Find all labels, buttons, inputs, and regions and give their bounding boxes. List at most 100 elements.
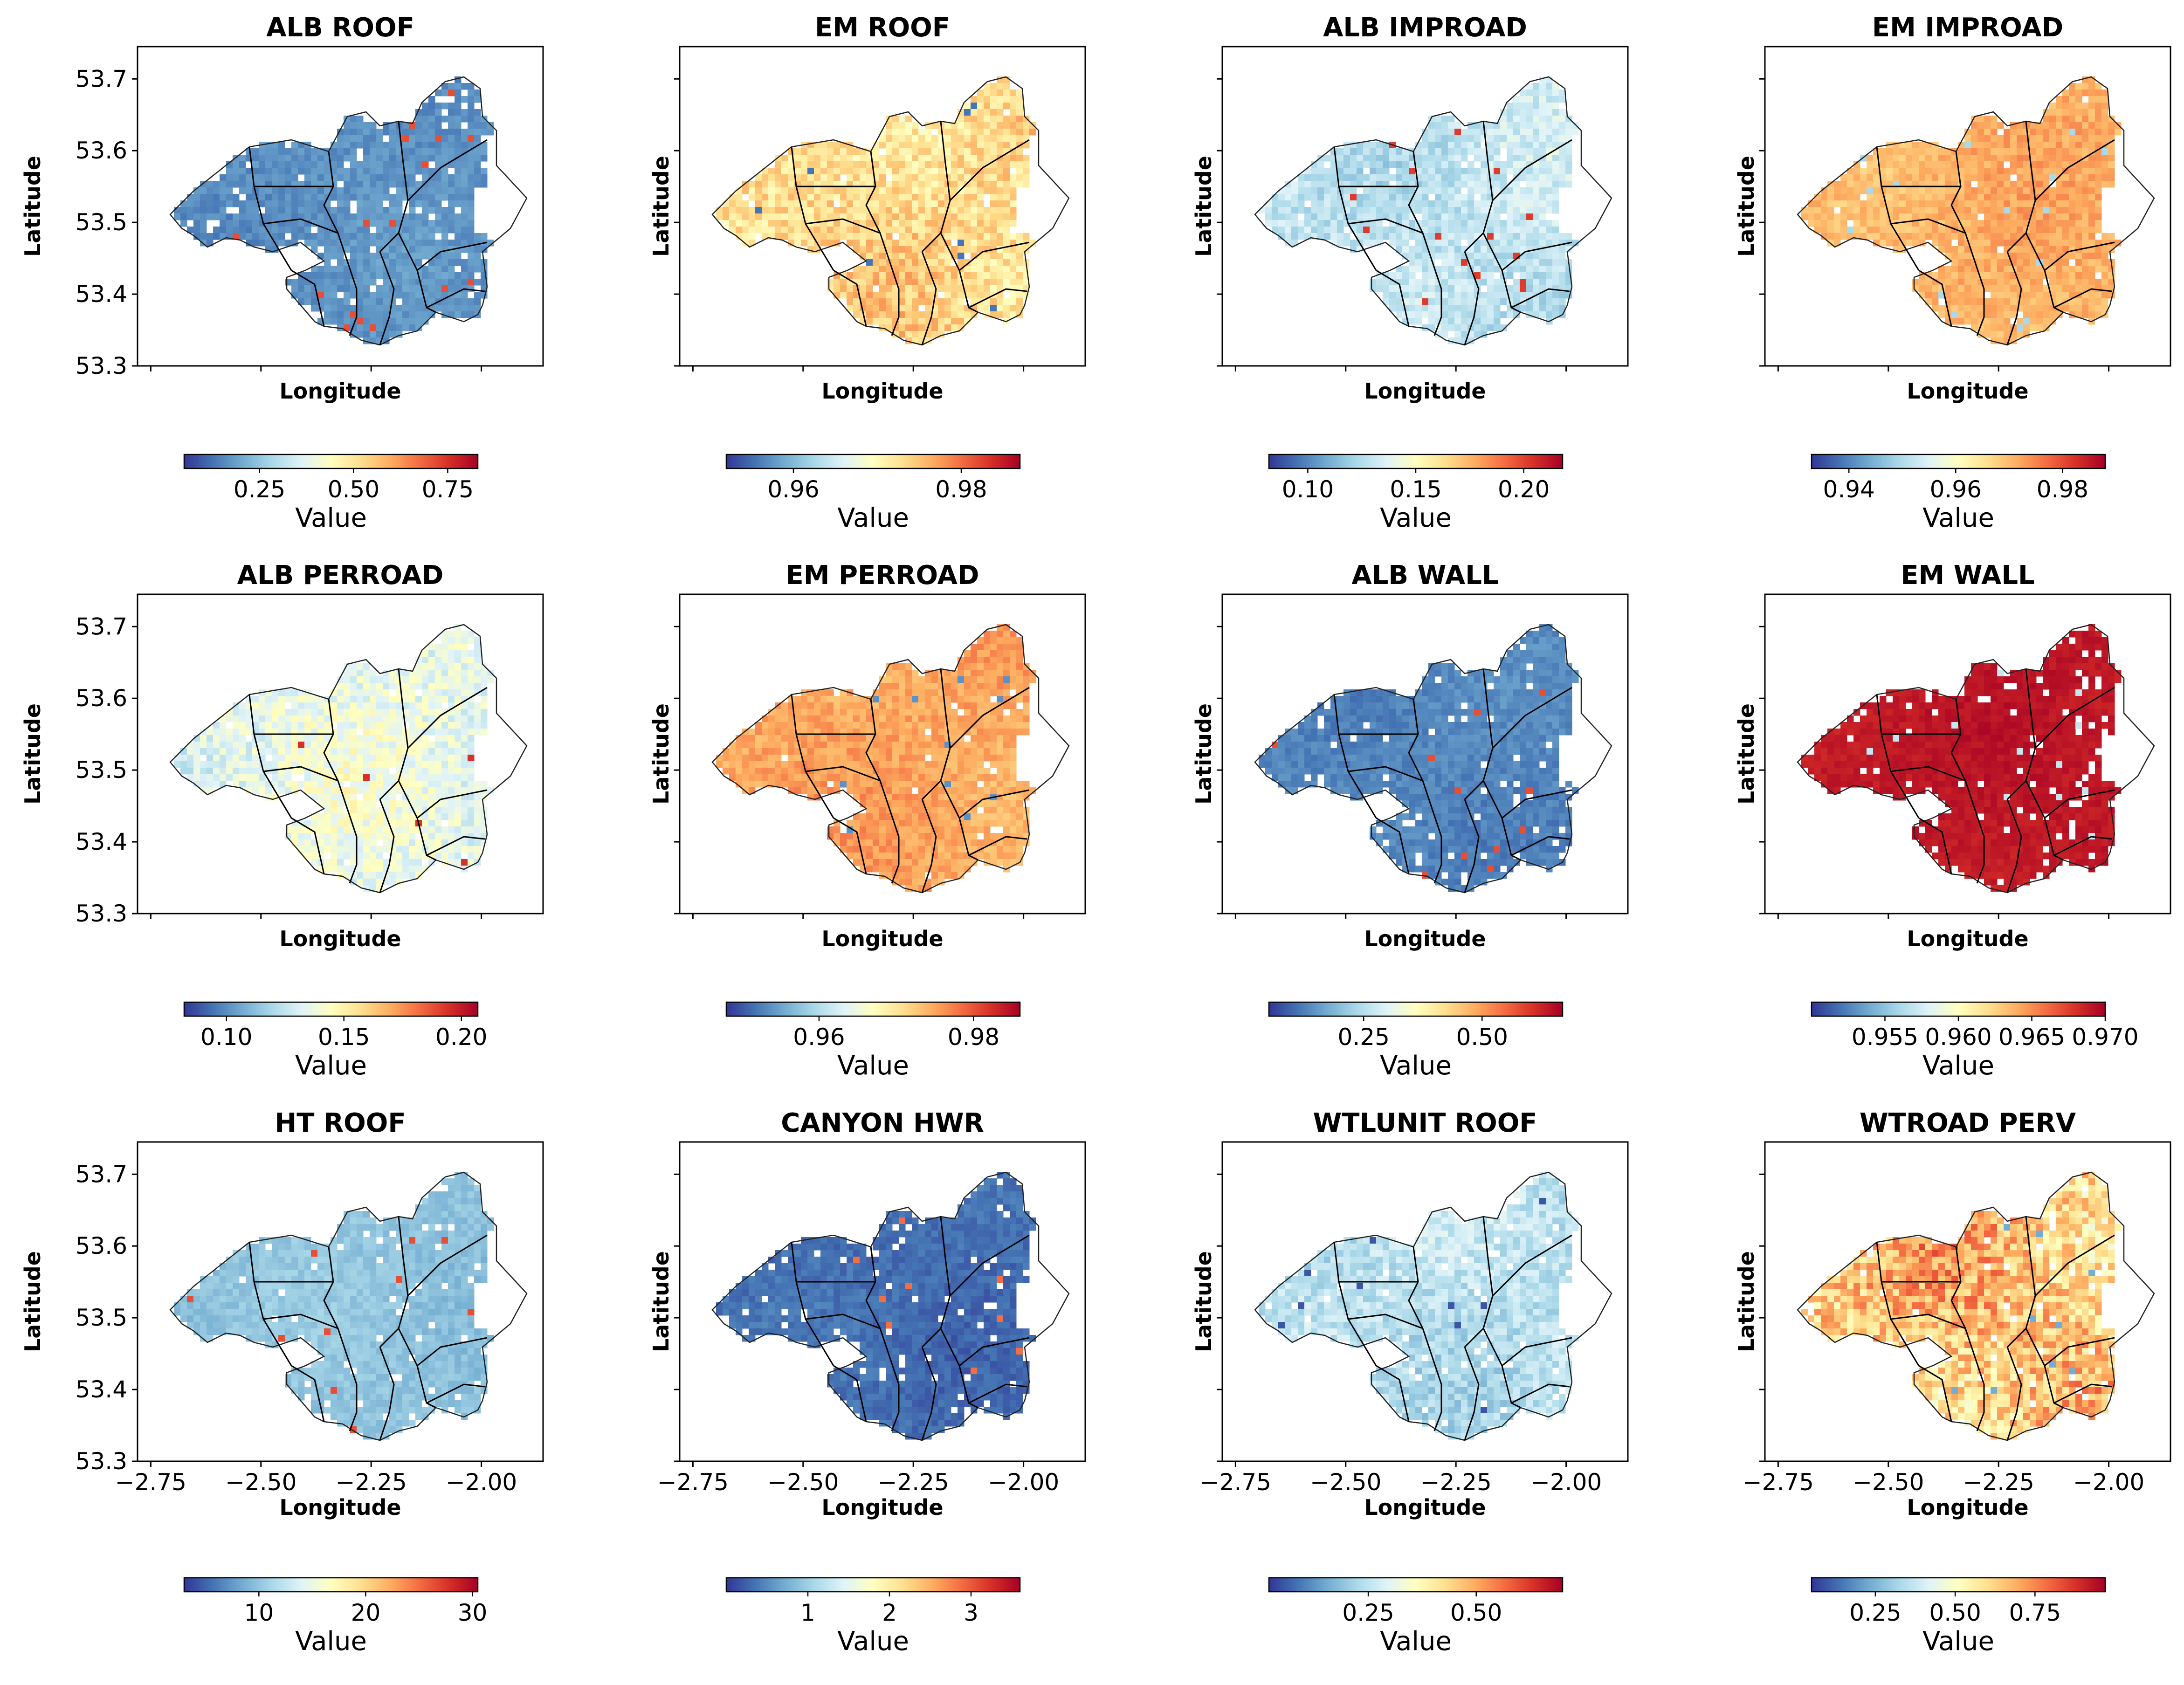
heat-cell xyxy=(2049,155,2056,162)
heat-cell xyxy=(2043,174,2050,181)
heat-cell xyxy=(285,761,292,768)
heat-cell xyxy=(1474,207,1481,214)
heat-cell xyxy=(1409,259,1416,266)
heat-cell xyxy=(925,279,932,286)
heat-cell xyxy=(964,155,971,162)
heat-cell xyxy=(396,266,403,273)
heat-cell xyxy=(304,742,311,749)
heat-cell xyxy=(951,207,958,214)
heat-cell xyxy=(1572,129,1579,136)
heat-cell xyxy=(977,135,984,142)
heat-cell xyxy=(1964,279,1971,286)
heat-cell xyxy=(2088,240,2095,247)
heat-cell xyxy=(762,174,769,181)
heat-cell xyxy=(1539,272,1546,279)
heat-cell xyxy=(964,161,971,168)
heat-cell xyxy=(788,181,795,188)
heat-cell xyxy=(1409,168,1416,175)
heat-cell xyxy=(337,839,344,846)
heat-cell xyxy=(755,200,762,207)
heat-cell xyxy=(1428,279,1435,286)
heat-cell xyxy=(1370,161,1377,168)
heat-cell xyxy=(997,103,1004,110)
colorbar-tick-label: 0.96 xyxy=(767,476,819,503)
heat-cell xyxy=(481,233,488,240)
heat-cell xyxy=(1977,233,1984,240)
heat-cell xyxy=(912,220,919,227)
heat-cell xyxy=(1880,207,1887,214)
heat-cell xyxy=(1853,181,1860,188)
heat-cell xyxy=(239,174,246,181)
heat-cell xyxy=(2062,220,2069,227)
heat-cell xyxy=(1441,220,1448,227)
heat-cell xyxy=(278,702,285,709)
heat-cell xyxy=(337,702,344,709)
heat-cell xyxy=(1402,168,1409,175)
heat-cell xyxy=(879,194,886,201)
heat-cell xyxy=(337,859,344,866)
heat-cell xyxy=(363,135,370,142)
heat-cell xyxy=(1010,89,1017,96)
heat-cell xyxy=(1919,220,1926,227)
heat-cell xyxy=(1971,174,1978,181)
heat-cell xyxy=(749,233,756,240)
heat-cell xyxy=(409,161,416,168)
heat-cell xyxy=(1441,148,1448,155)
heat-cell xyxy=(964,220,971,227)
heat-cell xyxy=(1546,227,1553,234)
heat-cell xyxy=(272,213,279,220)
heat-cell xyxy=(331,755,338,762)
heat-cell xyxy=(886,194,893,201)
heat-cell xyxy=(1415,155,1422,162)
heat-cell xyxy=(337,715,344,722)
heat-cell xyxy=(925,148,932,155)
heat-cell xyxy=(1539,96,1546,103)
heat-cell xyxy=(971,174,978,181)
heat-cell xyxy=(207,213,214,220)
heat-cell xyxy=(337,709,344,716)
heat-cell xyxy=(200,735,207,742)
heat-cell xyxy=(2095,298,2102,305)
heat-cell xyxy=(1997,311,2004,318)
heat-cell xyxy=(1023,161,1030,168)
heat-cell xyxy=(1023,129,1030,136)
heat-cell xyxy=(1422,279,1429,286)
heat-cell xyxy=(2023,187,2030,194)
heat-cell xyxy=(363,200,370,207)
heat-cell xyxy=(755,227,762,234)
heat-cell xyxy=(455,213,462,220)
heat-cell xyxy=(1899,213,1906,220)
heat-cell xyxy=(1893,200,1900,207)
heat-cell xyxy=(1435,181,1442,188)
heat-cell xyxy=(226,761,233,768)
heat-cell xyxy=(1971,194,1978,201)
heat-cell xyxy=(455,181,462,188)
heat-cell xyxy=(311,787,318,794)
heat-cell xyxy=(2082,233,2089,240)
heat-cell xyxy=(461,207,468,214)
heat-cell xyxy=(944,187,951,194)
heat-cell xyxy=(1552,253,1559,260)
heat-cell xyxy=(879,168,886,175)
heat-cell xyxy=(1991,266,1998,273)
heat-cell xyxy=(1350,174,1357,181)
heat-cell xyxy=(1546,311,1553,318)
heat-cell xyxy=(984,233,991,240)
heat-cell xyxy=(220,200,227,207)
heat-cell xyxy=(239,213,246,220)
heat-cell xyxy=(827,168,834,175)
heat-cell xyxy=(918,168,925,175)
heat-cell xyxy=(1016,109,1023,116)
heat-cell xyxy=(324,259,331,266)
heat-cell xyxy=(2075,207,2082,214)
heat-cell xyxy=(1003,142,1010,149)
heat-cell xyxy=(291,715,298,722)
heat-cell xyxy=(331,709,338,716)
heat-cell xyxy=(396,246,403,253)
heat-cell xyxy=(1389,227,1396,234)
heat-cell xyxy=(873,161,880,168)
heat-cell xyxy=(1526,116,1533,123)
heat-cell xyxy=(1938,161,1945,168)
heat-cell xyxy=(762,181,769,188)
heat-cell xyxy=(344,318,351,325)
